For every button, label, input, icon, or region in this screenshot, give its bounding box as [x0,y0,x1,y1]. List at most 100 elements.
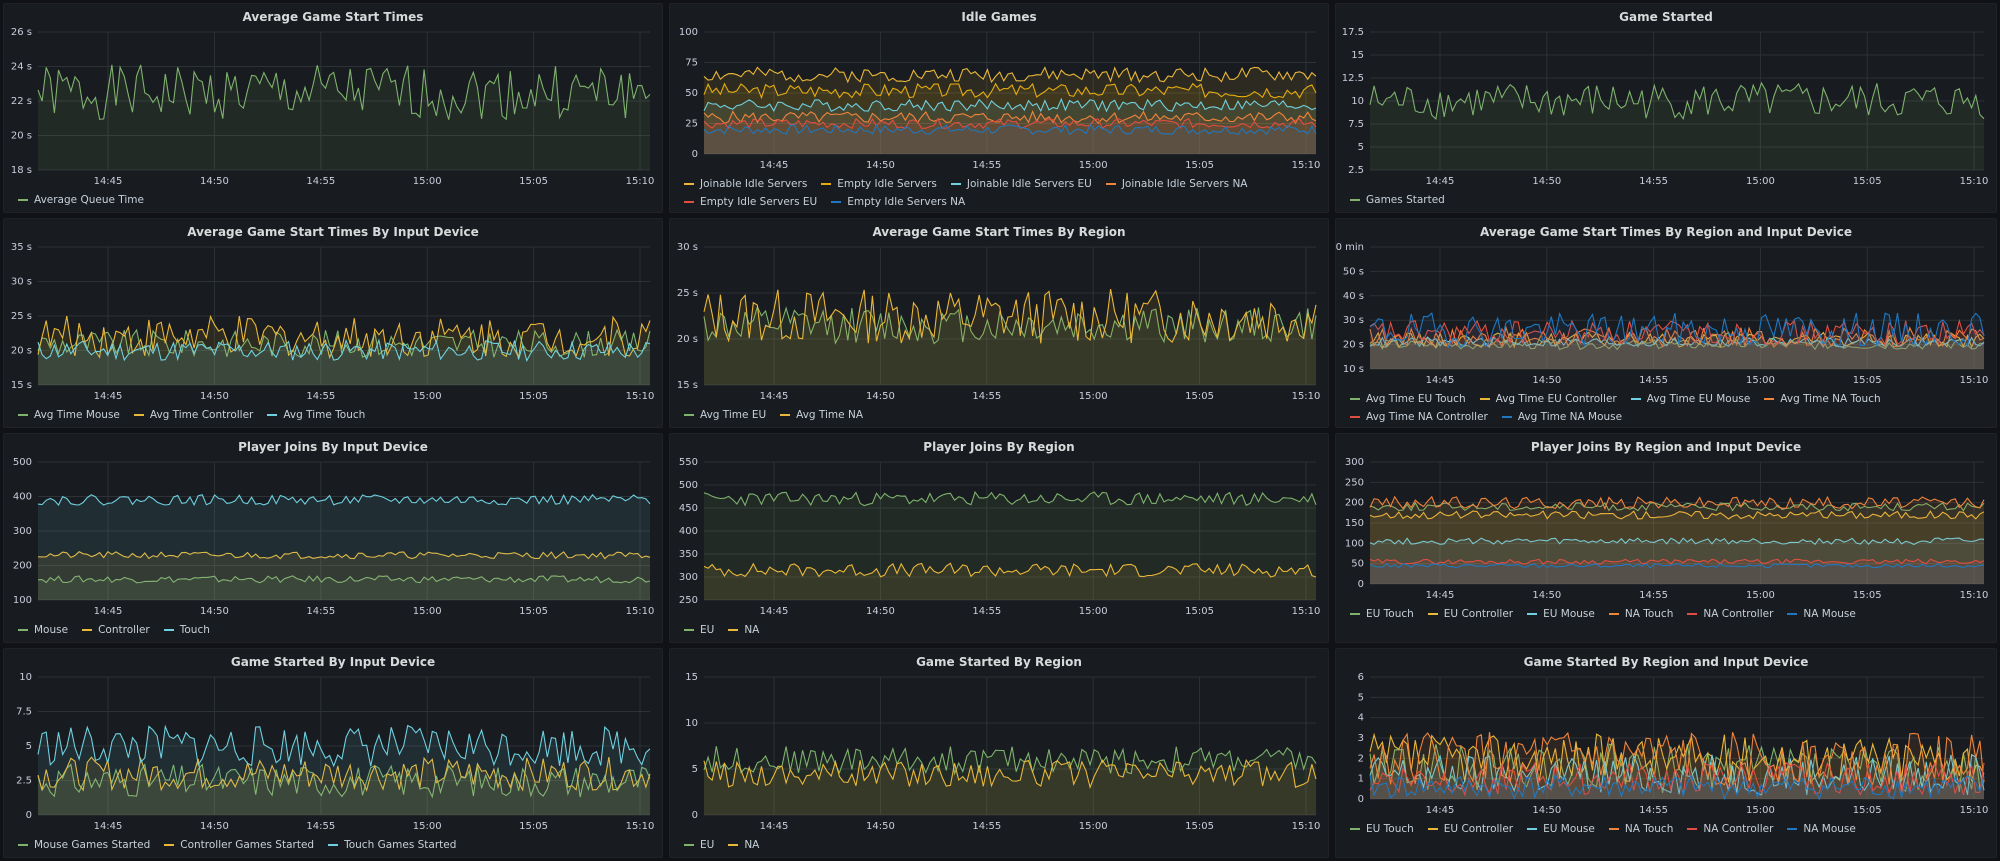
chart-panel[interactable]: Game Started By Region 0 5 10 15 14:45 14:50 14… [669,648,1329,858]
panel-title[interactable]: Idle Games [961,10,1037,24]
legend-item[interactable]: Avg Time NA Touch [1764,391,1881,407]
chart-panel[interactable]: Player Joins By Input Device 100 200 300 400… [3,433,663,643]
panel-title[interactable]: Game Started By Region and Input Device [1523,655,1809,669]
x-tick-label: 14:55 [972,821,1001,832]
legend-item[interactable]: Avg Time EU Mouse [1630,391,1750,407]
legend-item[interactable]: Touch Games Started [328,837,456,853]
legend-item[interactable]: NA Touch [1608,606,1673,622]
legend-item[interactable]: Avg Time NA Controller [1350,409,1488,425]
legend-item[interactable]: Controller [82,622,150,638]
chart-legend: Games Started [1350,190,1986,208]
legend-swatch [163,629,174,631]
legend-item[interactable]: Empty Idle Servers [821,176,937,192]
chart-svg: 0 50 100 150 200 250 300 14:45 14:50 14:55 15:00 15… [1345,457,1989,601]
legend-item[interactable]: Empty Idle Servers EU [684,194,817,210]
legend-item[interactable]: Avg Time Touch [267,407,365,423]
series-area [704,99,1316,154]
legend-item[interactable]: Avg Time NA [780,407,863,423]
legend-swatch [1350,199,1360,201]
y-tick-label: 100 [679,27,698,38]
legend-item[interactable]: EU Controller [1427,606,1513,622]
legend-item[interactable]: Touch [163,622,210,638]
legend-item[interactable]: Empty Idle Servers NA [831,194,965,210]
chart-panel[interactable]: Average Game Start Times By Input Device… [3,218,663,428]
legend-item[interactable]: Avg Time NA Mouse [1501,409,1622,425]
legend-item[interactable]: EU [684,622,714,638]
legend-item[interactable]: Mouse Games Started [18,837,150,853]
legend-item[interactable]: Avg Time Controller [133,407,253,423]
x-tick-label: 15:10 [626,391,655,402]
panel-title[interactable]: Average Game Start Times By Region [872,225,1126,239]
legend-item[interactable]: NA Controller [1687,821,1773,837]
legend-item[interactable]: NA Controller [1687,606,1773,622]
y-tick-label: 22 s [11,96,32,107]
x-tick-label: 15:00 [1746,805,1775,816]
legend-label: Mouse [34,624,69,636]
panel-title[interactable]: Player Joins By Region and Input Device [1530,440,1802,454]
legend-item[interactable]: NA Mouse [1787,606,1856,622]
panel-title[interactable]: Average Game Start Times By Input Device [187,225,479,239]
y-tick-label: 1 [1358,774,1364,785]
series-area [704,83,1316,154]
panel-title[interactable]: Game Started [1619,10,1713,24]
panel-title[interactable]: Player Joins By Input Device [238,440,428,454]
legend-item[interactable]: EU Controller [1427,821,1513,837]
legend-item[interactable]: Mouse [18,622,68,638]
legend-label: EU Mouse [1543,608,1595,620]
legend-item[interactable]: NA [728,837,759,853]
series-line [703,758,1317,790]
legend-swatch [1608,828,1619,830]
legend-item[interactable]: Avg Time EU [684,407,766,423]
x-tick-label: 15:10 [1960,590,1989,601]
chart-panel[interactable]: Average Game Start Times 18 s 20 s 22 s 24 s… [3,3,663,213]
legend-item[interactable]: EU Touch [1350,821,1414,837]
panel-title[interactable]: Game Started By Region [916,655,1082,669]
legend-item[interactable]: Average Queue Time [18,192,144,208]
legend-item[interactable]: Joinable Idle Servers NA [1105,176,1248,192]
legend-item[interactable]: NA Touch [1608,821,1673,837]
legend-label: Joinable Idle Servers EU [966,178,1092,190]
series-area [704,746,1316,815]
chart-panel[interactable]: Game Started By Input Device 0 2.5 5 7.5 10 14… [3,648,663,858]
chart-svg: 0 25 50 75 100 14:45 14:50 14:55 15:00 15:05 15:10 [679,27,1321,171]
panel-title[interactable]: Average Game Start Times [242,10,424,24]
legend-item[interactable]: EU [684,837,714,853]
panel-title[interactable]: Game Started By Input Device [230,655,436,669]
legend-swatch [1787,828,1798,830]
legend-item[interactable]: Controller Games Started [164,837,314,853]
legend-item[interactable]: EU Mouse [1527,821,1595,837]
legend-item[interactable]: Avg Time EU Controller [1479,391,1617,407]
x-tick-label: 15:05 [1853,590,1882,601]
series-line [37,575,651,584]
legend-swatch [18,844,28,846]
x-tick-label: 14:55 [306,176,335,187]
panel-title[interactable]: Player Joins By Region [923,440,1075,454]
legend-item[interactable]: Avg Time EU Touch [1350,391,1466,407]
legend-swatch [1479,398,1490,400]
legend-item[interactable]: NA Mouse [1787,821,1856,837]
legend-item[interactable]: EU Mouse [1527,606,1595,622]
chart-panel[interactable]: Average Game Start Times By Region and I… [1335,218,1997,428]
legend-item[interactable]: EU Touch [1350,606,1414,622]
series-area [38,551,650,600]
legend-swatch [1630,398,1641,400]
chart-panel[interactable]: Idle Games 0 25 50 75 100 14:45 14:50 14:55 15:00… [669,3,1329,213]
legend-item[interactable]: Avg Time Mouse [18,407,120,423]
legend-item[interactable]: NA [728,622,759,638]
chart-panel[interactable]: Game Started By Region and Input Device 0… [1335,648,1997,858]
legend-item[interactable]: Joinable Idle Servers [684,176,807,192]
legend-item[interactable]: Joinable Idle Servers EU [950,176,1092,192]
legend-item[interactable]: Games Started [1350,192,1445,208]
chart-panel[interactable]: Game Started 2.5 5 7.5 10 12.5 15 17.5 14:45 14:5… [1335,3,1997,213]
y-tick-label: 3 [1358,733,1364,744]
chart-panel[interactable]: Average Game Start Times By Region 15 s 20… [669,218,1329,428]
panel-title[interactable]: Average Game Start Times By Region and I… [1479,225,1853,239]
chart-panel[interactable]: Player Joins By Region 250 300 350 400 450 500… [669,433,1329,643]
y-tick-label: 50 s [1343,266,1364,277]
y-tick-label: 50 [1351,559,1364,570]
legend-label: NA Controller [1703,823,1774,835]
chart-panel[interactable]: Player Joins By Region and Input Device 0… [1335,433,1997,643]
y-tick-label: 550 [679,457,698,468]
x-tick-label: 14:45 [1426,375,1455,386]
series-area [38,494,650,600]
